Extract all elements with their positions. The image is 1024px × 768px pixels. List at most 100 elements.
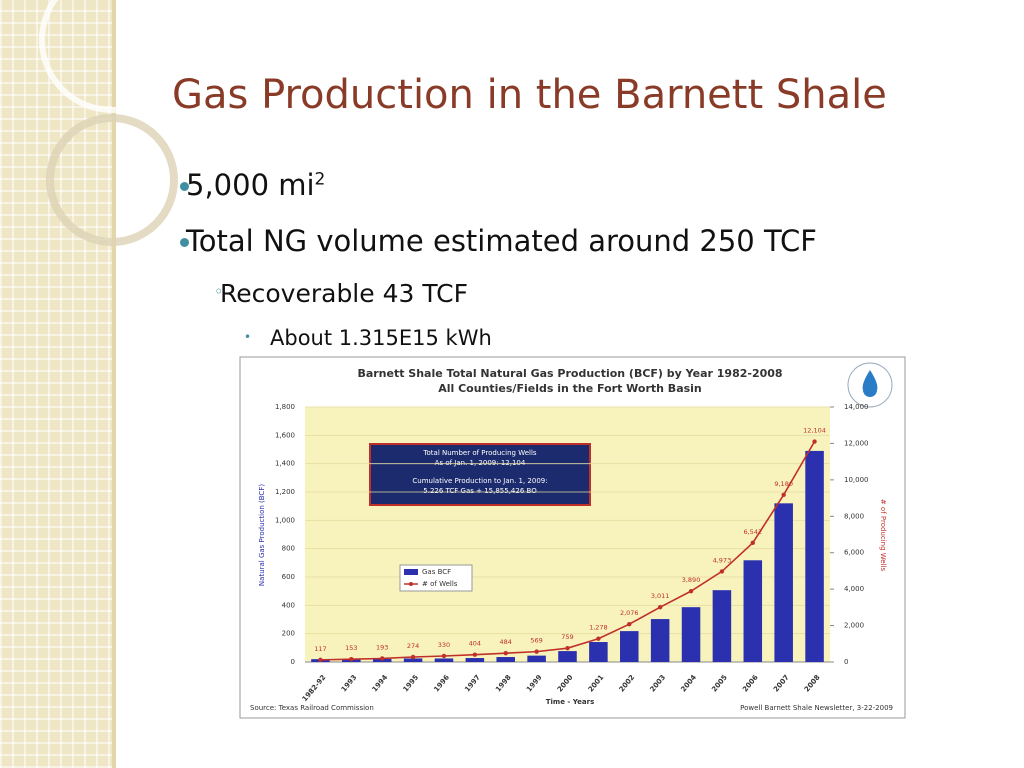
y-tick-label: 1,000 [275,516,295,524]
data-label: 117 [314,645,326,653]
data-label: 2,076 [620,609,639,617]
bar [712,590,732,662]
data-label: 4,973 [713,556,732,564]
chart-title: Barnett Shale Total Natural Gas Producti… [357,367,782,380]
y2-tick-label: 8,000 [844,512,864,520]
legend-swatch [404,569,418,575]
bar [465,658,485,662]
bar [650,619,670,662]
legend-label: # of Wells [422,580,458,588]
y2-tick-label: 2,000 [844,622,864,630]
line-marker [627,621,632,627]
slide-title: Gas Production in the Barnett Shale [172,72,887,118]
line-marker [781,492,786,497]
data-label: 153 [345,644,357,652]
bar [774,503,793,662]
bar [681,607,701,662]
bullet-marker: ◦ [214,282,224,301]
line-marker [503,650,508,656]
line-marker [812,439,817,444]
y2-tick-label: 0 [844,658,848,666]
data-label: 6,542 [743,528,762,536]
y-tick-label: 200 [282,630,295,638]
line-marker [565,645,570,651]
source: Source: Texas Railroad Commission [250,704,374,712]
line-marker [688,588,694,594]
data-label: 12,104 [803,427,826,435]
line-marker [534,649,539,654]
decor-edge [112,0,116,768]
data-label: 330 [438,641,450,649]
bar [527,655,546,662]
line-marker [657,604,663,610]
annotation-line: Total Number of Producing Wells [422,449,536,457]
line-marker [380,656,385,661]
y2-axis-title: # of Producing Wells [879,499,887,572]
bullet: Total NG volume estimated around 250 TCF [180,224,817,258]
bar [589,642,608,662]
data-label: 404 [469,640,481,648]
bar [434,658,454,662]
line-marker [596,636,601,641]
bar [496,657,515,662]
y-tick-label: 1,600 [275,431,295,439]
line-marker [719,569,725,574]
bullet-text: 5,000 mi [186,168,315,202]
chart-subtitle: All Counties/Fields in the Fort Worth Ba… [438,382,702,395]
decor-circles [39,0,185,246]
data-label: 193 [376,643,388,651]
legend-label: Gas BCF [422,568,451,576]
data-label: 3,011 [651,592,670,600]
data-label: 759 [561,633,573,641]
x-axis-title: Time - Years [546,698,595,706]
credit: Powell Barnett Shale Newsletter, 3-22-20… [740,704,893,712]
y-tick-label: 1,400 [275,460,295,468]
bullet-text: Total NG volume estimated around 250 TCF [186,224,817,258]
sub-sub-bullet: About 1.315E15 kWh [270,326,492,350]
bar [558,651,577,662]
y-tick-label: 800 [282,545,295,553]
bullet-text: About 1.315E15 kWh [270,326,492,350]
line-marker [441,653,447,659]
annotation-line: 5.226 TCF Gas + 15,855,426 BO [423,487,537,495]
bullet: 5,000 mi2 [179,168,326,202]
logo-drop [862,370,878,397]
y2-tick-label: 12,000 [844,439,869,447]
y-tick-label: 400 [282,601,295,609]
data-label: 274 [407,642,419,650]
bar [403,658,423,662]
y-tick-label: 600 [282,573,295,581]
annotation-box [369,443,591,506]
data-label: 569 [530,637,542,645]
y2-tick-label: 14,000 [844,403,869,411]
bullet-text: Recoverable 43 TCF [220,279,468,308]
line-marker [410,654,416,660]
legend-swatch [409,582,413,586]
y-tick-label: 0 [291,658,295,666]
y-tick-label: 1,800 [275,403,295,411]
bullet-marker: • [244,330,252,344]
y2-tick-label: 10,000 [844,476,869,484]
data-label: 1,278 [589,624,608,632]
y2-tick-label: 6,000 [844,549,864,557]
line-marker [750,540,755,546]
line-marker [472,652,478,657]
bar [620,631,639,662]
y-tick-label: 1,200 [275,488,295,496]
y-axis-title: Natural Gas Production (BCF) [258,484,266,586]
line-marker [318,657,323,663]
data-label: 9,180 [774,480,793,488]
annotation-line: As of Jan. 1, 2009: 12,104 [435,459,526,467]
annotation-line: Cumulative Production to Jan. 1, 2009: [412,477,547,485]
bar [743,560,763,662]
bar [805,450,824,662]
decor-strip [0,0,112,768]
y2-tick-label: 4,000 [844,585,864,593]
superscript: 2 [314,169,326,190]
data-label: 3,890 [682,576,701,584]
sub-bullet: Recoverable 43 TCF [220,279,468,308]
line-marker [349,657,354,662]
data-label: 484 [500,638,512,646]
